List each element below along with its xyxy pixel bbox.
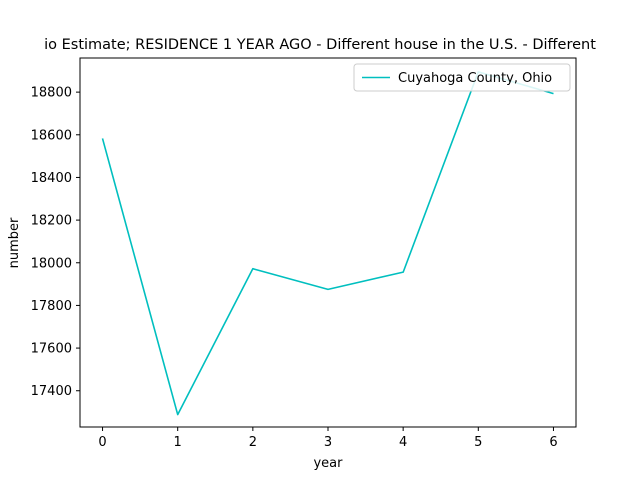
x-tick-label: 4 [399, 435, 407, 450]
x-tick-label: 6 [549, 435, 557, 450]
y-tick-label: 17400 [31, 384, 72, 399]
plot-area [79, 57, 577, 428]
y-axis: 17400 17600 17800 18000 18200 18400 18600 18800 [31, 86, 80, 399]
x-axis: 0 1 2 3 4 5 6 [98, 427, 558, 450]
y-tick-label: 18800 [31, 86, 72, 101]
x-tick-label: 5 [474, 435, 482, 450]
chart-title: io Estimate; RESIDENCE 1 YEAR AGO - Diff… [44, 37, 596, 53]
x-axis-label: year [313, 456, 343, 471]
x-tick-label: 0 [98, 435, 106, 450]
legend-label: Cuyahoga County, Ohio [398, 71, 552, 86]
legend-box [353, 63, 571, 92]
x-tick-label: 3 [324, 435, 332, 450]
y-axis-label: number [7, 217, 22, 268]
y-tick-label: 18600 [31, 128, 72, 143]
legend: Cuyahoga County, Ohio [353, 63, 571, 92]
y-tick-label: 17600 [31, 342, 72, 357]
y-tick-label: 18000 [31, 256, 72, 271]
series-line-0 [101, 71, 554, 416]
y-tick-label: 18200 [31, 214, 72, 229]
axes-frame [79, 57, 577, 428]
x-tick-label: 1 [174, 435, 182, 450]
y-tick-label: 17800 [31, 299, 72, 314]
y-tick-label: 18400 [31, 171, 72, 186]
x-tick-label: 2 [249, 435, 257, 450]
